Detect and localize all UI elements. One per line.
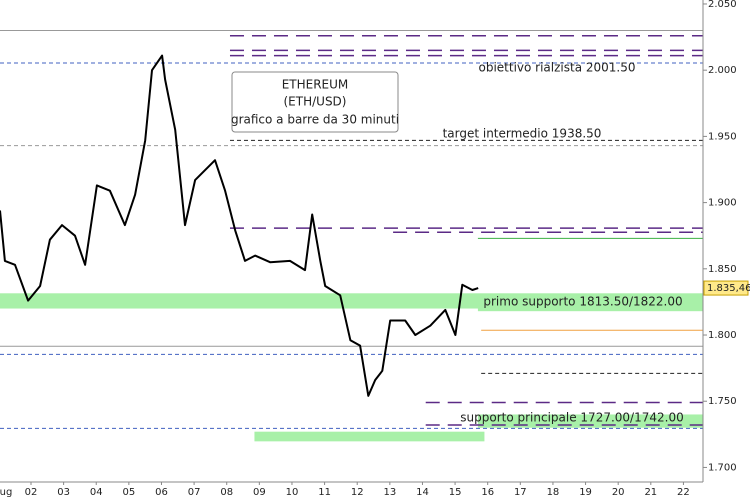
x-tick-label: 18	[547, 487, 560, 498]
y-tick-label: 1.850	[708, 264, 737, 275]
y-tick-label: 1.900	[708, 198, 737, 209]
x-tick-label: 07	[188, 487, 201, 498]
x-tick-label: 21	[644, 487, 657, 498]
x-tick-label: 05	[122, 487, 135, 498]
x-tick-label: 09	[253, 487, 266, 498]
last-price-label: 1.835,46	[707, 283, 750, 294]
annotation: supporto principale 1727.00/1742.00	[460, 411, 683, 425]
annotation: primo supporto 1813.50/1822.00	[483, 295, 682, 309]
y-tick-label: 2.050	[708, 0, 737, 10]
x-tick-label: 12	[351, 487, 364, 498]
x-tick-label: 19	[579, 487, 592, 498]
annotation: obiettivo rialzista 2001.50	[478, 61, 635, 75]
x-tick-label: 16	[481, 487, 494, 498]
x-tick-label: 08	[220, 487, 233, 498]
support-band	[254, 431, 485, 442]
x-tick-label: 03	[57, 487, 70, 498]
x-tick-label: 15	[449, 487, 462, 498]
price-line	[0, 54, 479, 397]
x-tick-label: 11	[318, 487, 331, 498]
y-tick-label: 1.750	[708, 396, 737, 407]
annotation: target intermedio 1938.50	[443, 127, 602, 141]
x-tick-label: 20	[612, 487, 625, 498]
x-tick-label: ug	[0, 487, 12, 498]
x-tick-label: 10	[286, 487, 299, 498]
title-box	[231, 71, 399, 133]
x-tick-label: 04	[90, 487, 103, 498]
x-tick-label: 02	[25, 487, 38, 498]
y-tick-label: 1.950	[708, 131, 737, 142]
x-tick-label: 13	[383, 487, 396, 498]
title: ETHEREUM	[282, 78, 349, 92]
x-tick-label: 06	[155, 487, 168, 498]
y-tick-label: 1.800	[708, 330, 737, 341]
x-tick-label: 17	[514, 487, 527, 498]
subtitle: grafico a barre da 30 minuti	[231, 113, 399, 127]
y-tick-label: 1.700	[708, 462, 737, 473]
x-tick-label: 22	[677, 487, 690, 498]
plot-area	[0, 29, 703, 442]
support-band	[477, 297, 703, 312]
y-tick-label: 2.000	[708, 65, 737, 76]
last-price-box	[703, 280, 749, 296]
x-tick-label: 14	[416, 487, 429, 498]
subtitle: (ETH/USD)	[284, 95, 347, 109]
